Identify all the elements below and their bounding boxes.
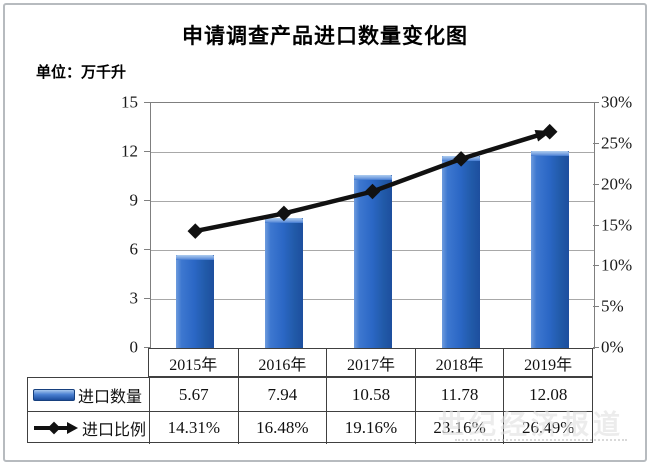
- right-axis-label: 5%: [601, 296, 624, 316]
- right-axis-tick: [593, 306, 599, 308]
- left-axis-label: 3: [129, 288, 139, 308]
- gridline: [151, 152, 594, 153]
- bar-2018年: [442, 155, 481, 348]
- left-axis-tick: [144, 249, 150, 250]
- right-axis-label: 15%: [601, 215, 633, 234]
- value-cell: 10.58: [326, 378, 415, 411]
- value-cell: 26.49%: [503, 411, 592, 444]
- chart-title: 申请调查产品进口数量变化图: [182, 25, 468, 48]
- value-cell: 7.94: [237, 378, 327, 411]
- left-axis-tick: [144, 347, 150, 348]
- bar-2016年: [264, 218, 303, 348]
- right-axis-label: 0%: [601, 337, 624, 357]
- legend-label: 进口数量: [78, 388, 143, 406]
- value-cell: 19.16%: [326, 411, 415, 444]
- left-axis-label: 9: [129, 190, 139, 210]
- bar-swatch-icon: [33, 388, 75, 401]
- legend-label: 进口比例: [82, 422, 147, 439]
- left-axis-label: 0: [129, 337, 139, 357]
- year-header-cell: 2015年: [169, 356, 218, 374]
- legend-import-quantity: 进口数量: [28, 378, 149, 411]
- right-axis-label: 25%: [601, 133, 633, 153]
- right-axis-tick: [593, 102, 599, 103]
- left-axis-label: 12: [121, 141, 138, 161]
- category-header-row: 2015年 2016年 2017年 2018年 2019年: [148, 348, 593, 377]
- year-header-cell: 2019年: [503, 349, 592, 376]
- value-cell: 11.78: [414, 378, 504, 411]
- left-axis-tick: [144, 200, 150, 201]
- line-arrow-icon: [34, 421, 78, 435]
- right-axis-label: 20%: [601, 174, 633, 194]
- left-axis-label: 6: [129, 239, 139, 259]
- trend-line: [187, 123, 558, 239]
- data-table: 进口数量 5.67 7.94 10.58 11.78 12.08 进口比例 14…: [27, 377, 593, 444]
- legend-import-ratio: 进口比例: [28, 411, 149, 444]
- value-cell: 14.31%: [149, 411, 238, 444]
- year-header-cell: 2016年: [237, 349, 327, 376]
- left-axis-tick: [144, 298, 150, 299]
- value-cell: 16.48%: [237, 411, 327, 444]
- left-axis-label: 15: [121, 92, 138, 112]
- right-axis-tick: [593, 183, 599, 185]
- value-cell: 23.16%: [414, 411, 504, 444]
- unit-label: 单位：万千升: [36, 64, 127, 81]
- right-axis-label: 30%: [601, 92, 633, 112]
- left-axis-tick: [144, 102, 150, 103]
- bar-2015年: [176, 255, 215, 348]
- year-header-cell: 2018年: [414, 349, 504, 376]
- right-axis-label: 10%: [601, 255, 633, 275]
- plot-area: [150, 102, 595, 349]
- right-axis-tick: [593, 224, 599, 226]
- left-axis-tick: [144, 151, 150, 152]
- bar-2019年: [530, 150, 569, 348]
- right-axis-tick: [593, 142, 599, 144]
- right-axis-tick: [593, 347, 599, 348]
- value-cell: 5.67: [149, 378, 238, 411]
- value-cell: 12.08: [503, 378, 592, 411]
- bar-2017年: [353, 175, 392, 348]
- year-header-cell: 2017年: [326, 349, 415, 376]
- right-axis-tick: [593, 265, 599, 267]
